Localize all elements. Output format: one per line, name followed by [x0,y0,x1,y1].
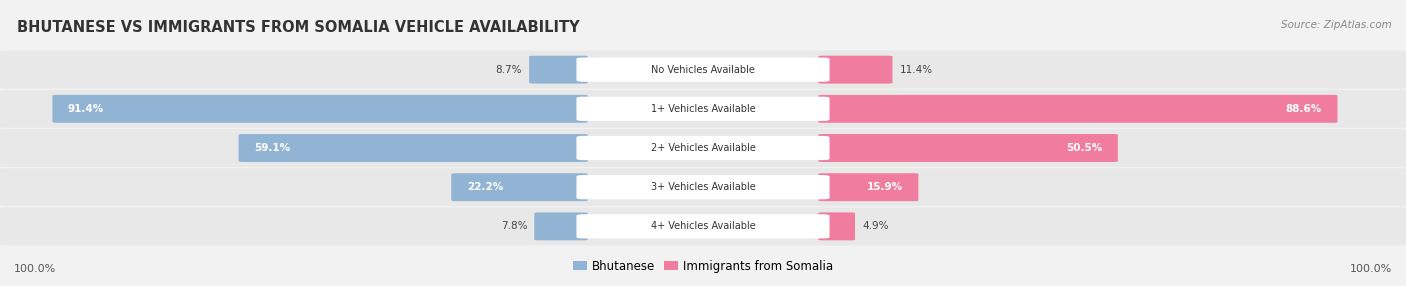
Text: 100.0%: 100.0% [14,264,56,274]
FancyBboxPatch shape [239,134,588,162]
FancyBboxPatch shape [529,56,588,84]
Text: 88.6%: 88.6% [1285,104,1322,114]
Text: No Vehicles Available: No Vehicles Available [651,65,755,75]
Text: 91.4%: 91.4% [67,104,104,114]
Text: 1+ Vehicles Available: 1+ Vehicles Available [651,104,755,114]
FancyBboxPatch shape [0,168,1406,206]
Text: 7.8%: 7.8% [501,221,527,231]
Text: 4+ Vehicles Available: 4+ Vehicles Available [651,221,755,231]
FancyBboxPatch shape [576,136,830,160]
FancyBboxPatch shape [0,129,1406,167]
FancyBboxPatch shape [0,207,1406,245]
Text: 22.2%: 22.2% [467,182,503,192]
Text: 8.7%: 8.7% [495,65,522,75]
FancyBboxPatch shape [0,90,1406,128]
Text: 100.0%: 100.0% [1350,264,1392,274]
FancyBboxPatch shape [52,95,588,123]
FancyBboxPatch shape [576,97,830,121]
Text: 15.9%: 15.9% [866,182,903,192]
FancyBboxPatch shape [818,173,918,201]
Text: BHUTANESE VS IMMIGRANTS FROM SOMALIA VEHICLE AVAILABILITY: BHUTANESE VS IMMIGRANTS FROM SOMALIA VEH… [17,20,579,35]
Text: 11.4%: 11.4% [900,65,932,75]
Text: Source: ZipAtlas.com: Source: ZipAtlas.com [1281,20,1392,30]
Text: 59.1%: 59.1% [254,143,290,153]
FancyBboxPatch shape [818,56,893,84]
FancyBboxPatch shape [451,173,588,201]
FancyBboxPatch shape [818,95,1337,123]
FancyBboxPatch shape [818,212,855,240]
FancyBboxPatch shape [576,175,830,199]
Text: 2+ Vehicles Available: 2+ Vehicles Available [651,143,755,153]
FancyBboxPatch shape [818,134,1118,162]
Text: 4.9%: 4.9% [862,221,889,231]
Text: 50.5%: 50.5% [1066,143,1102,153]
FancyBboxPatch shape [0,51,1406,89]
FancyBboxPatch shape [534,212,588,240]
FancyBboxPatch shape [576,214,830,239]
Text: 3+ Vehicles Available: 3+ Vehicles Available [651,182,755,192]
Legend: Bhutanese, Immigrants from Somalia: Bhutanese, Immigrants from Somalia [568,255,838,277]
FancyBboxPatch shape [576,57,830,82]
